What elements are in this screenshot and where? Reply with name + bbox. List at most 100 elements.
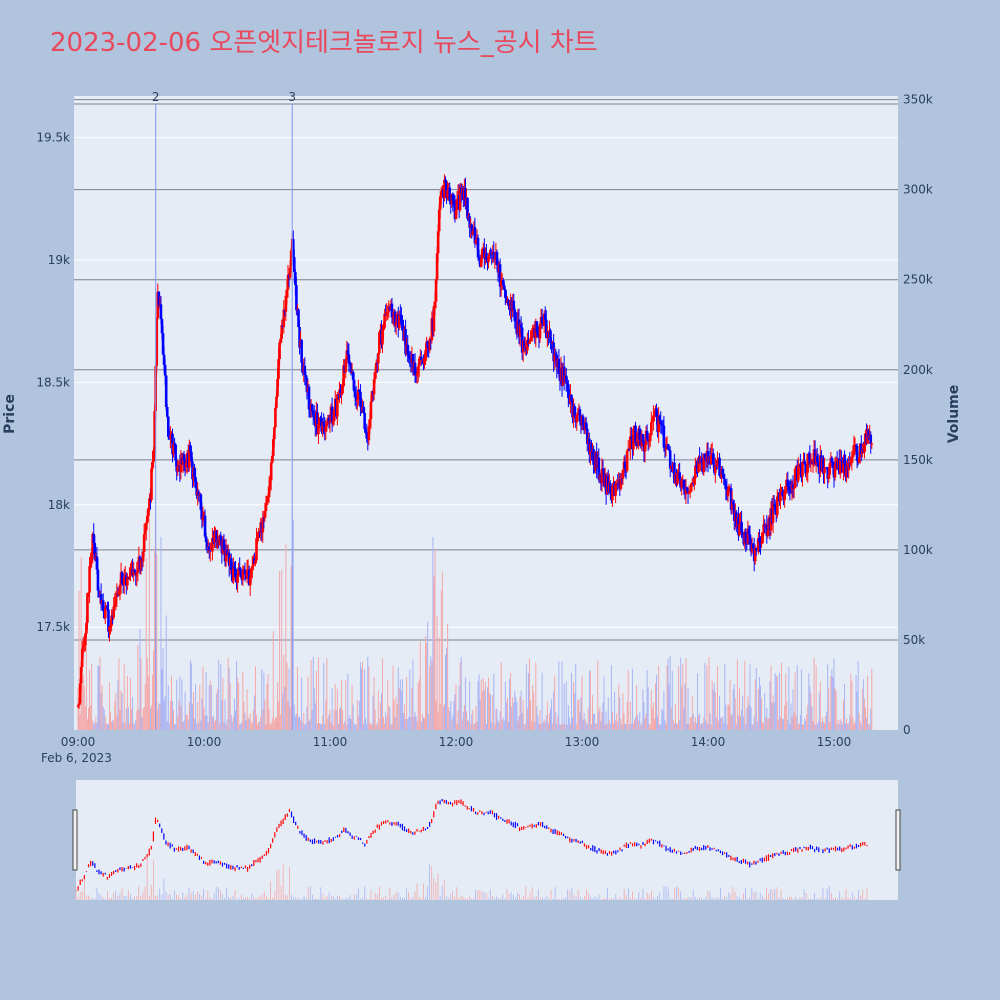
volume-bar xyxy=(400,691,402,730)
slider-volume-bar xyxy=(684,898,686,900)
candle-body xyxy=(809,461,813,465)
candle-body xyxy=(784,489,787,492)
slider-volume-bar xyxy=(305,898,307,900)
candle-body xyxy=(110,615,113,626)
volume-bar xyxy=(554,675,556,730)
volume-bar xyxy=(722,716,724,730)
y2-axis-title: Volume xyxy=(946,385,962,444)
candle-body xyxy=(578,409,582,422)
volume-bar xyxy=(342,709,344,730)
candle-body xyxy=(759,541,762,544)
volume-bar xyxy=(314,703,316,730)
volume-bar xyxy=(512,697,514,730)
volume-bar xyxy=(299,716,301,730)
slider-volume-bar xyxy=(452,891,454,900)
slider-volume-bar xyxy=(506,889,508,900)
volume-bar xyxy=(200,720,202,730)
range-slider-left-handle[interactable] xyxy=(72,809,78,871)
volume-bar xyxy=(463,705,465,730)
slider-volume-bar xyxy=(81,891,83,900)
candle-body xyxy=(399,314,402,316)
volume-bar xyxy=(634,719,635,730)
slider-volume-bar xyxy=(602,898,604,900)
volume-bar xyxy=(485,723,487,730)
slider-volume-bar xyxy=(130,893,131,900)
volume-bar xyxy=(841,724,843,730)
volume-bar xyxy=(186,715,188,730)
slider-volume-bar xyxy=(646,892,648,900)
volume-bar xyxy=(374,709,376,730)
volume-bar xyxy=(764,692,766,730)
candle-body xyxy=(474,240,478,244)
volume-bar xyxy=(579,712,581,730)
slider-volume-bar xyxy=(529,892,531,900)
volume-bar xyxy=(540,724,542,730)
volume-bar xyxy=(131,709,133,730)
slider-volume-bar xyxy=(667,888,669,900)
volume-bar xyxy=(574,693,576,730)
volume-bar xyxy=(809,686,811,730)
volume-bar xyxy=(425,636,427,730)
slider-volume-bar xyxy=(280,885,282,900)
volume-bar xyxy=(290,566,292,730)
volume-bar xyxy=(496,708,498,730)
slider-volume-bar xyxy=(291,895,292,900)
slider-volume-bar xyxy=(604,898,606,900)
slider-volume-bar xyxy=(92,898,94,900)
range-slider-right-handle[interactable] xyxy=(895,809,901,871)
volume-bar xyxy=(159,704,161,730)
price-tick-label: 19.5k xyxy=(36,131,70,145)
volume-bar xyxy=(350,719,352,730)
volume-bar xyxy=(647,687,649,730)
volume-bar xyxy=(611,712,613,730)
candle-body xyxy=(573,406,576,417)
candle-body xyxy=(393,311,397,326)
volume-bar xyxy=(445,655,446,730)
volume-bar xyxy=(292,519,294,730)
volume-bar xyxy=(669,656,671,730)
candle-body xyxy=(261,517,265,533)
candle-body xyxy=(255,538,258,561)
volume-bar xyxy=(316,723,318,730)
volume-bar xyxy=(548,713,550,730)
volume-bar xyxy=(229,683,231,730)
candle-body xyxy=(151,461,154,469)
volume-bar xyxy=(218,659,220,730)
candle-body xyxy=(193,468,196,478)
candle-body xyxy=(385,312,388,316)
slider-volume-bar xyxy=(418,896,420,900)
slider-volume-bar xyxy=(581,898,583,900)
candle-body xyxy=(404,329,407,355)
volume-bar xyxy=(655,683,656,730)
volume-bar xyxy=(865,707,866,730)
volume-bar xyxy=(439,703,441,730)
volume-bar xyxy=(283,654,285,730)
candle-body xyxy=(96,569,100,591)
volume-bar xyxy=(166,721,168,730)
volume-bar xyxy=(710,724,712,730)
volume-bar xyxy=(539,709,541,730)
slider-volume-bar xyxy=(705,896,707,900)
volume-bar xyxy=(778,672,780,730)
volume-bar xyxy=(501,719,503,730)
candle-body xyxy=(264,504,268,511)
volume-bar xyxy=(756,721,758,730)
volume-bar xyxy=(560,724,562,730)
candlesticks[interactable] xyxy=(76,174,874,709)
volume-bar xyxy=(660,724,662,730)
volume-bar xyxy=(761,698,763,730)
candle-body xyxy=(458,187,462,210)
slider-volume-bar xyxy=(161,894,163,900)
slider-volume-bar xyxy=(240,894,242,900)
candle-body xyxy=(611,485,614,501)
volume-bar xyxy=(617,721,619,730)
volume-bar xyxy=(807,704,809,730)
volume-bar xyxy=(663,691,665,730)
candle-body xyxy=(416,366,420,374)
slider-volume-bar xyxy=(623,888,625,900)
volume-bar xyxy=(457,710,459,730)
slider-volume-bar xyxy=(205,898,207,900)
candle-body xyxy=(499,280,503,287)
slider-volume-bar xyxy=(724,895,726,900)
